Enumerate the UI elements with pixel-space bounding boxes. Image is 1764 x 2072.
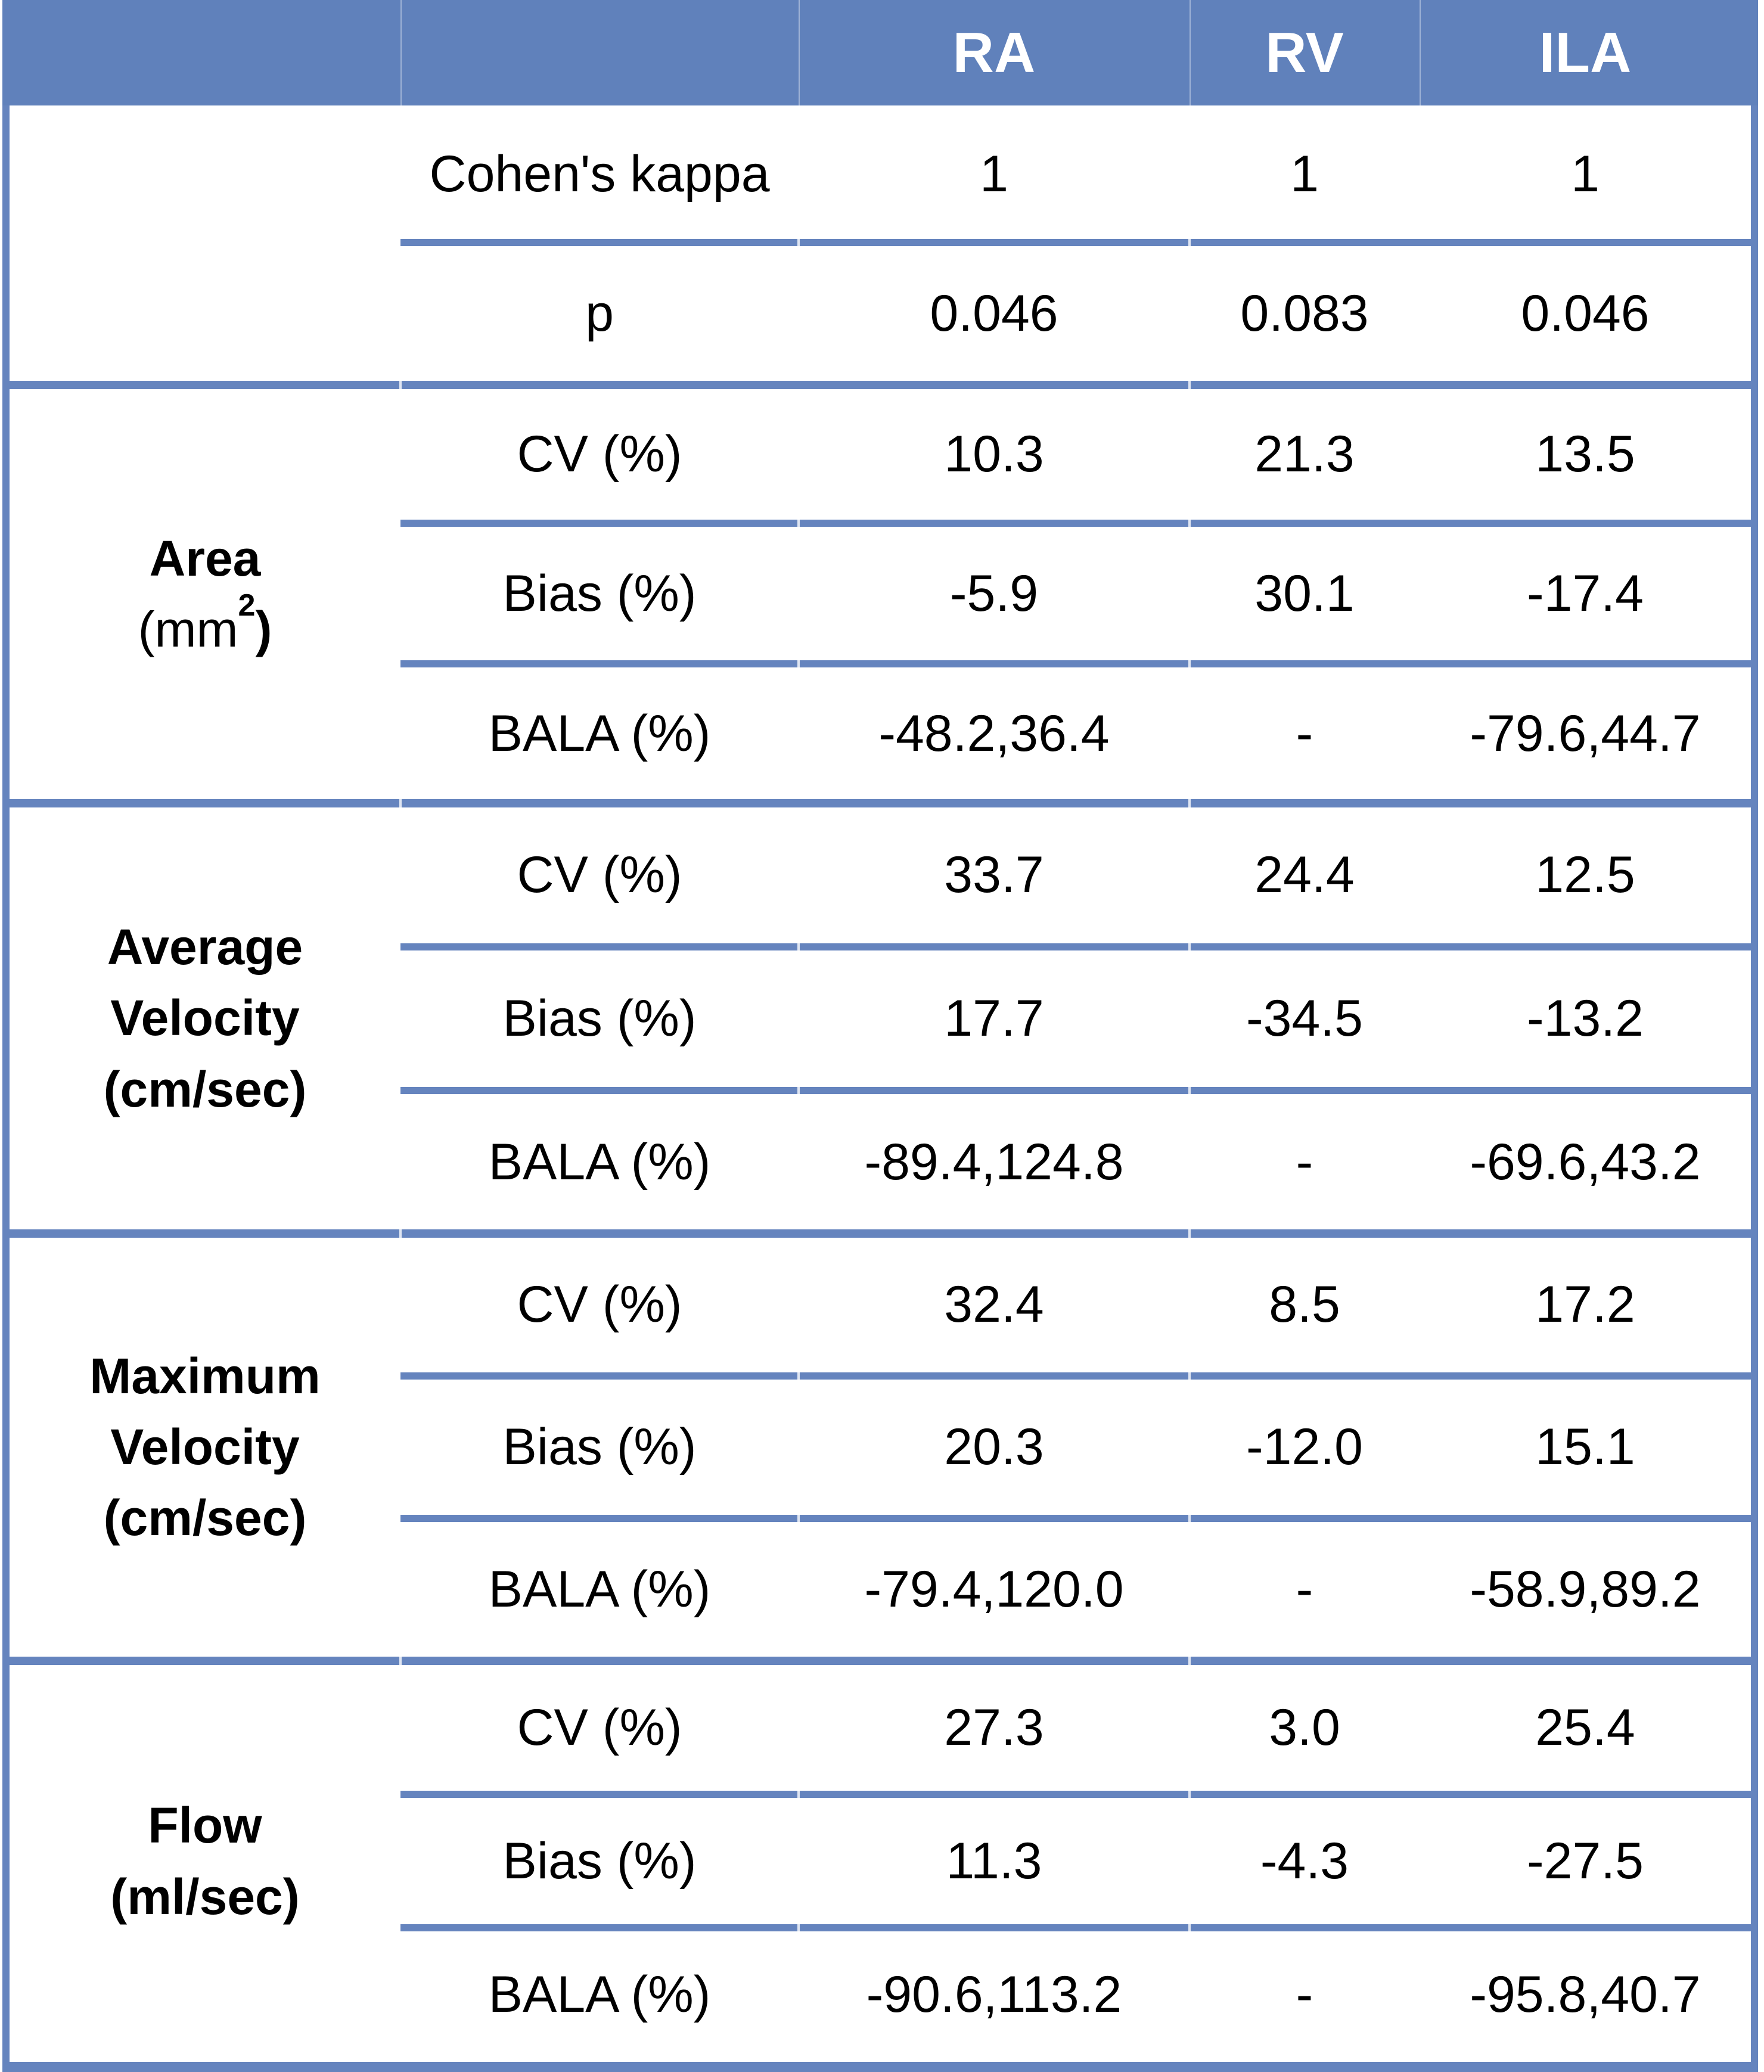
value-avgvel-cv-rv: 24.4 bbox=[1254, 846, 1355, 904]
group-name: Flow bbox=[148, 1797, 262, 1854]
row-separator bbox=[400, 660, 1751, 667]
value-maxvel-bala-ila: -58.9,89.2 bbox=[1470, 1561, 1701, 1619]
value-maxvel-bias-ila: 15.1 bbox=[1535, 1418, 1635, 1476]
value-flow-cv-ila: 25.4 bbox=[1535, 1698, 1635, 1756]
value-flow-bala-ila: -95.8,40.7 bbox=[1470, 1966, 1701, 2024]
value-maxvel-bias-rv: -12.0 bbox=[1246, 1418, 1364, 1476]
metric-label-cv: CV (%) bbox=[517, 1276, 682, 1334]
value-avgvel-bias-ra: 17.7 bbox=[944, 990, 1044, 1048]
value-area-bala-ila: -79.6,44.7 bbox=[1470, 704, 1701, 762]
value-maxvel-cv-rv: 8.5 bbox=[1269, 1276, 1340, 1334]
value-area-bala-rv: - bbox=[1296, 704, 1313, 762]
value-avgvel-cv-ila: 12.5 bbox=[1535, 846, 1635, 904]
table-border-right bbox=[1751, 105, 1758, 2072]
row-separator bbox=[400, 520, 1751, 527]
unit-superscript: 2 bbox=[238, 588, 256, 623]
group-label-average-velocity: Average Velocity (cm/sec) bbox=[10, 803, 400, 1234]
header-divider bbox=[799, 0, 800, 105]
metric-label-bias: Bias (%) bbox=[502, 1418, 697, 1476]
empty-cell bbox=[10, 105, 400, 385]
value-flow-bias-ila: -27.5 bbox=[1526, 1832, 1644, 1890]
value-avgvel-bias-ila: -13.2 bbox=[1526, 990, 1644, 1048]
value-area-cv-rv: 21.3 bbox=[1254, 425, 1355, 483]
table-border-bottom bbox=[2, 2062, 1758, 2072]
value-avgvel-bala-rv: - bbox=[1296, 1133, 1313, 1191]
row-separator bbox=[400, 1791, 1751, 1798]
value-flow-cv-ra: 27.3 bbox=[944, 1698, 1044, 1756]
group-label-maximum-velocity: Maximum Velocity (cm/sec) bbox=[10, 1234, 400, 1661]
value-flow-bias-rv: -4.3 bbox=[1260, 1832, 1349, 1890]
value-p-ila: 0.046 bbox=[1521, 285, 1650, 343]
group-label-flow: Flow (ml/sec) bbox=[10, 1661, 400, 2062]
value-area-bias-ra: -5.9 bbox=[949, 564, 1039, 622]
group-separator bbox=[10, 799, 1751, 807]
group-unit: (cm/sec) bbox=[103, 1490, 307, 1546]
table-header-row: RA RV ILA bbox=[2, 0, 1758, 105]
metric-label-bala: BALA (%) bbox=[488, 1966, 711, 2024]
metric-label-cv: CV (%) bbox=[517, 846, 682, 904]
group-separator bbox=[10, 1657, 1751, 1665]
value-area-bias-rv: 30.1 bbox=[1254, 564, 1355, 622]
value-flow-bala-rv: - bbox=[1296, 1966, 1313, 2024]
row-separator bbox=[400, 239, 1751, 246]
header-divider bbox=[1420, 0, 1421, 105]
group-label-area: Area (mm2) bbox=[10, 385, 400, 803]
metric-label-bala: BALA (%) bbox=[488, 704, 711, 762]
row-separator bbox=[400, 1087, 1751, 1094]
value-flow-bias-ra: 11.3 bbox=[946, 1832, 1042, 1890]
metric-label-bias: Bias (%) bbox=[502, 1832, 697, 1890]
value-area-cv-ra: 10.3 bbox=[944, 425, 1044, 483]
value-p-ra: 0.046 bbox=[930, 285, 1058, 343]
header-divider bbox=[400, 0, 402, 105]
metric-label-cohens-kappa: Cohen's kappa bbox=[429, 145, 770, 203]
row-separator bbox=[400, 1372, 1751, 1380]
row-separator bbox=[400, 1515, 1751, 1522]
row-separator bbox=[400, 1924, 1751, 1931]
value-maxvel-bias-ra: 20.3 bbox=[944, 1418, 1044, 1476]
value-flow-cv-rv: 3.0 bbox=[1269, 1698, 1340, 1756]
value-maxvel-cv-ra: 32.4 bbox=[944, 1276, 1044, 1334]
value-avgvel-bala-ila: -69.6,43.2 bbox=[1470, 1133, 1701, 1191]
group-unit: (ml/sec) bbox=[110, 1868, 300, 1925]
unit-text: ) bbox=[255, 601, 272, 657]
table-body: Cohen's kappa 1 1 1 p 0.046 0.083 0.046 … bbox=[10, 105, 1751, 2062]
value-kappa-ra: 1 bbox=[980, 145, 1008, 203]
group-unit: (mm2) bbox=[138, 588, 272, 665]
metric-label-cv: CV (%) bbox=[517, 425, 682, 483]
metric-label-bias: Bias (%) bbox=[502, 564, 697, 622]
value-avgvel-bias-rv: -34.5 bbox=[1246, 990, 1364, 1048]
metric-label-cv: CV (%) bbox=[517, 1698, 682, 1756]
value-area-bias-ila: -17.4 bbox=[1526, 564, 1644, 622]
row-separator bbox=[400, 943, 1751, 950]
value-avgvel-bala-ra: -89.4,124.8 bbox=[864, 1133, 1124, 1191]
metric-label-bala: BALA (%) bbox=[488, 1133, 711, 1191]
value-avgvel-cv-ra: 33.7 bbox=[944, 846, 1044, 904]
value-p-rv: 0.083 bbox=[1240, 285, 1369, 343]
metric-label-bias: Bias (%) bbox=[502, 990, 697, 1048]
unit-text: (mm bbox=[138, 601, 238, 657]
group-separator bbox=[10, 1229, 1751, 1238]
value-area-cv-ila: 13.5 bbox=[1535, 425, 1635, 483]
value-maxvel-cv-ila: 17.2 bbox=[1535, 1276, 1635, 1334]
group-separator bbox=[10, 381, 1751, 389]
metric-label-bala: BALA (%) bbox=[488, 1561, 711, 1619]
value-kappa-ila: 1 bbox=[1571, 145, 1600, 203]
group-name: Area bbox=[149, 530, 261, 586]
column-header-rv: RV bbox=[1265, 20, 1344, 85]
column-header-ila: ILA bbox=[1539, 20, 1632, 85]
metric-label-p: p bbox=[585, 285, 614, 343]
column-header-ra: RA bbox=[952, 20, 1036, 85]
value-maxvel-bala-rv: - bbox=[1296, 1561, 1313, 1619]
value-kappa-rv: 1 bbox=[1290, 145, 1319, 203]
value-flow-bala-ra: -90.6,113.2 bbox=[866, 1966, 1122, 2024]
table-border-left bbox=[2, 105, 10, 2072]
header-divider bbox=[1190, 0, 1191, 105]
group-name: Maximum Velocity bbox=[89, 1347, 321, 1475]
value-area-bala-ra: -48.2,36.4 bbox=[878, 704, 1110, 762]
value-maxvel-bala-ra: -79.4,120.0 bbox=[864, 1561, 1124, 1619]
group-unit: (cm/sec) bbox=[103, 1061, 307, 1117]
group-name: Average Velocity bbox=[107, 919, 303, 1046]
